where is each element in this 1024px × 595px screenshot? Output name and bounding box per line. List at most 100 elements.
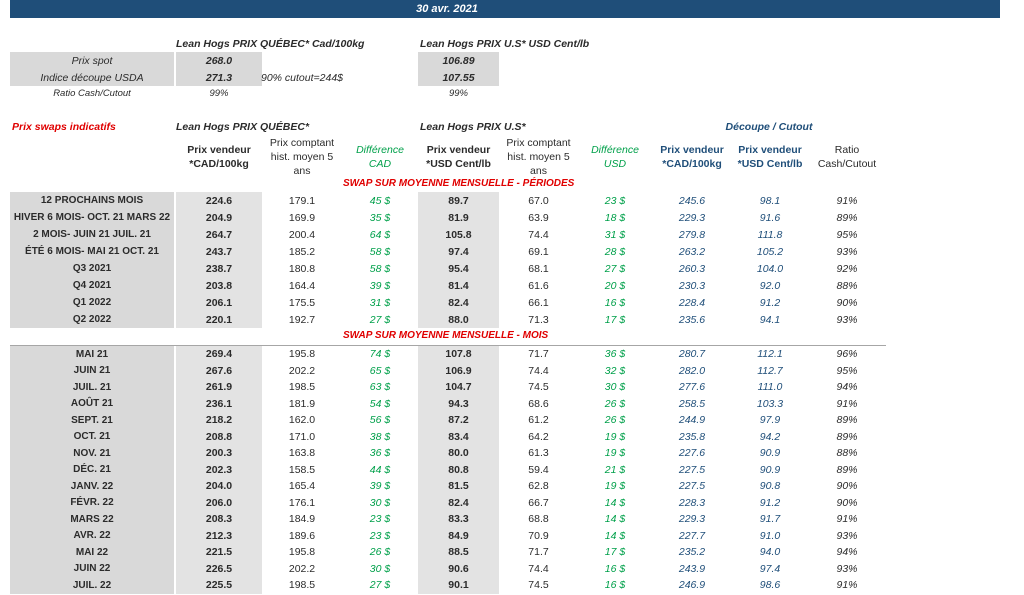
cutout-cad-price-cell: 229.3: [678, 513, 706, 526]
table-row: JANV. 22 204.0 165.4 39 $ 81.5 62.8 19 $ 227.5 9…: [10, 478, 886, 495]
column-header-line: Ratio: [834, 144, 860, 156]
us-difference-cell: 16 $: [604, 296, 626, 309]
column-header-line: Prix comptant: [506, 137, 571, 149]
cutout-cad-price-cell: 235.2: [678, 546, 706, 559]
row-label: OCT. 21: [10, 428, 174, 445]
us-difference-cell: 28 $: [604, 245, 626, 258]
us-hist-average-cell: 74.5: [528, 579, 549, 592]
table-row: JUIL. 22 225.5 198.5 27 $ 90.1 74.5 16 $ 246.9 9…: [10, 577, 886, 594]
section-title-periods: SWAP SUR MOYENNE MENSUELLE - PÉRIODES: [343, 178, 575, 189]
us-difference-cell: 31 $: [604, 228, 626, 241]
row-label: JUIN 21: [10, 362, 174, 379]
us-seller-price-cell: 81.9: [418, 209, 499, 226]
row-label: JANV. 22: [10, 478, 174, 495]
cash-cutout-ratio-cell: 91%: [836, 194, 858, 207]
cutout-usd-price-cell: 91.6: [759, 211, 781, 224]
column-header-row: Prix vendeur *CAD/100kg Prix comptant hi…: [10, 136, 886, 178]
quebec-seller-price-cell: 203.8: [176, 277, 262, 294]
us-seller-price-cell: 104.7: [418, 379, 499, 396]
us-hist-average-cell: 70.9: [528, 529, 549, 542]
quebec-difference-cell: 30 $: [369, 562, 391, 575]
cutout-cad-price-cell: 229.3: [678, 211, 706, 224]
cutout-usd-price-cell: 97.4: [759, 562, 781, 575]
us-spot-price: 106.89: [418, 52, 499, 69]
quebec-difference-cell: 27 $: [369, 313, 391, 326]
table-row: Q3 2021 238.7 180.8 58 $ 95.4 68.1 27 $ 260.3 10…: [10, 260, 886, 277]
quebec-difference-cell: 56 $: [369, 414, 391, 427]
cash-cutout-ratio-cell: 93%: [836, 529, 858, 542]
quebec-seller-price-cell: 206.0: [176, 494, 262, 511]
quebec-difference-cell: 44 $: [369, 463, 391, 476]
quebec-difference-cell: 39 $: [369, 279, 391, 292]
spot-ratio-label: Ratio Cash/Cutout: [53, 88, 131, 99]
row-label: Q3 2021: [10, 260, 174, 277]
quebec-hist-average-cell: 198.5: [288, 579, 316, 592]
row-label: MARS 22: [10, 511, 174, 528]
row-label: AVR. 22: [10, 527, 174, 544]
us-hist-average-cell: 74.4: [528, 364, 549, 377]
quebec-seller-price-cell: 225.5: [176, 577, 262, 594]
quebec-seller-price-cell: 236.1: [176, 395, 262, 412]
quebec-hist-average-cell: 198.5: [288, 381, 316, 394]
row-label: NOV. 21: [10, 445, 174, 462]
column-header-line: hist. moyen 5: [507, 151, 570, 163]
column-header-cutout-usd: Prix vendeur *USD Cent/lb: [732, 136, 808, 178]
cutout-usd-price-cell: 97.9: [759, 414, 781, 427]
quebec-difference-cell: 36 $: [369, 447, 391, 460]
column-header-us-hist: Prix comptant hist. moyen 5 ans: [499, 136, 578, 178]
report-date: 30 avr. 2021: [416, 3, 478, 15]
row-label: JUIL. 22: [10, 577, 174, 594]
quebec-hist-average-cell: 202.2: [288, 562, 316, 575]
cutout-usd-price-cell: 91.2: [759, 496, 781, 509]
quebec-difference-cell: 39 $: [369, 480, 391, 493]
quebec-seller-price-cell: 267.6: [176, 362, 262, 379]
quebec-difference-cell: 23 $: [369, 513, 391, 526]
table-row: MAI 21 269.4 195.8 74 $ 107.8 71.7 36 $ 280.7 11…: [10, 346, 886, 363]
table-row: FÉVR. 22 206.0 176.1 30 $ 82.4 66.7 14 $ 228.3 9…: [10, 494, 886, 511]
us-group-title: Lean Hogs PRIX U.S*: [420, 121, 526, 133]
us-seller-price-cell: 83.4: [418, 428, 499, 445]
column-header-line: *CAD/100kg: [662, 158, 722, 170]
quebec-seller-price-cell: 204.0: [176, 478, 262, 495]
quebec-seller-price-cell: 200.3: [176, 445, 262, 462]
column-header-line: Prix vendeur: [426, 144, 491, 156]
table-row: HIVER 6 MOIS- OCT. 21 MARS 22 204.9 169.9 3…: [10, 209, 886, 226]
us-hist-average-cell: 61.3: [528, 447, 549, 460]
row-label: HIVER 6 MOIS- OCT. 21 MARS 22: [10, 209, 174, 226]
us-seller-price-cell: 105.8: [418, 226, 499, 243]
column-header-us-seller: Prix vendeur *USD Cent/lb: [418, 136, 499, 178]
spot-price-row: Prix spot 268.0 106.89: [10, 52, 499, 69]
us-difference-cell: 21 $: [604, 463, 626, 476]
quebec-seller-price-cell: 264.7: [176, 226, 262, 243]
us-hist-average-cell: 74.4: [528, 562, 549, 575]
us-seller-price-cell: 82.4: [418, 494, 499, 511]
quebec-hist-average-cell: 162.0: [288, 414, 316, 427]
cash-cutout-ratio-cell: 92%: [836, 262, 858, 275]
cash-cutout-ratio-cell: 90%: [836, 480, 858, 493]
row-label: 12 PROCHAINS MOIS: [10, 192, 174, 209]
row-label: Q1 2022: [10, 294, 174, 311]
cash-cutout-ratio-cell: 93%: [836, 313, 858, 326]
us-seller-price-cell: 90.6: [418, 560, 499, 577]
row-label: SEPT. 21: [10, 412, 174, 429]
us-difference-cell: 19 $: [604, 480, 626, 493]
column-header-line: *USD Cent/lb: [426, 158, 491, 170]
cutout-cad-price-cell: 279.8: [678, 228, 706, 241]
us-hist-average-cell: 71.3: [528, 313, 549, 326]
column-header-quebec-difference: Différence CAD: [342, 136, 418, 178]
column-header-line: *USD Cent/lb: [737, 158, 803, 170]
us-seller-price-cell: 81.4: [418, 277, 499, 294]
cutout-index-label: Indice découpe USDA: [10, 69, 174, 86]
column-header-line: Prix vendeur: [187, 144, 251, 156]
cash-cutout-ratio-cell: 89%: [836, 414, 858, 427]
table-row: AVR. 22 212.3 189.6 23 $ 84.9 70.9 14 $ 227.7 91…: [10, 527, 886, 544]
us-hist-average-cell: 68.6: [528, 397, 549, 410]
table-row: OCT. 21 208.8 171.0 38 $ 83.4 64.2 19 $ 235.8 94…: [10, 428, 886, 445]
table-row: Q2 2022 220.1 192.7 27 $ 88.0 71.3 17 $ 235.6 94…: [10, 311, 886, 328]
quebec-seller-price-cell: 243.7: [176, 243, 262, 260]
column-header-line: CAD: [368, 158, 392, 170]
cutout-usd-price-cell: 112.1: [757, 348, 783, 361]
quebec-difference-cell: 30 $: [369, 496, 391, 509]
cutout-usd-price-cell: 104.0: [756, 262, 784, 275]
us-seller-price-cell: 80.0: [418, 445, 499, 462]
